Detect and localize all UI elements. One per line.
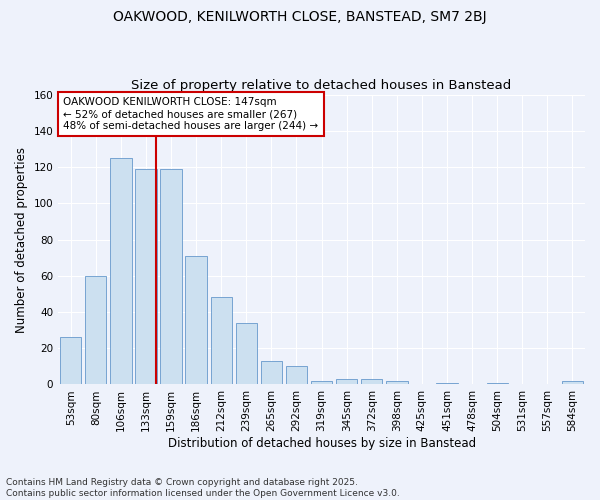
X-axis label: Distribution of detached houses by size in Banstead: Distribution of detached houses by size … <box>167 437 476 450</box>
Bar <box>336 379 358 384</box>
Y-axis label: Number of detached properties: Number of detached properties <box>15 146 28 332</box>
Bar <box>85 276 106 384</box>
Bar <box>311 381 332 384</box>
Bar <box>261 361 282 384</box>
Bar <box>386 381 407 384</box>
Bar <box>236 323 257 384</box>
Bar <box>361 379 382 384</box>
Bar <box>60 338 82 384</box>
Bar <box>211 298 232 384</box>
Title: Size of property relative to detached houses in Banstead: Size of property relative to detached ho… <box>131 79 512 92</box>
Text: Contains HM Land Registry data © Crown copyright and database right 2025.
Contai: Contains HM Land Registry data © Crown c… <box>6 478 400 498</box>
Bar <box>487 382 508 384</box>
Bar <box>436 382 458 384</box>
Text: OAKWOOD KENILWORTH CLOSE: 147sqm
← 52% of detached houses are smaller (267)
48% : OAKWOOD KENILWORTH CLOSE: 147sqm ← 52% o… <box>64 98 319 130</box>
Bar <box>136 169 157 384</box>
Text: OAKWOOD, KENILWORTH CLOSE, BANSTEAD, SM7 2BJ: OAKWOOD, KENILWORTH CLOSE, BANSTEAD, SM7… <box>113 10 487 24</box>
Bar <box>185 256 207 384</box>
Bar <box>160 169 182 384</box>
Bar <box>110 158 131 384</box>
Bar <box>562 381 583 384</box>
Bar <box>286 366 307 384</box>
